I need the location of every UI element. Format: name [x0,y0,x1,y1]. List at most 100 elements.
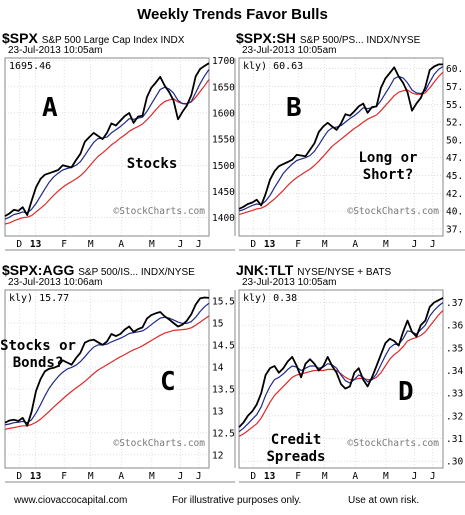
panel-ticker: JNK:TLT NYSE/NYSE + BATS [236,262,391,278]
y-tick-label: 14 [212,362,224,373]
x-tick-label: D [16,471,22,482]
x-tick-label: J [412,239,418,250]
x-tick-label: F [61,239,67,250]
watermark: ©StockCharts.com [113,206,205,217]
y-tick-label: .30 [446,457,463,468]
panel-date: 23-Jul-2013 10:05am [8,45,103,56]
y-tick-label: 1700 [212,56,235,67]
x-tick-label: A [118,471,124,482]
x-tick-label: A [352,239,358,250]
x-tick-label: M [149,471,155,482]
panel-date: 23-Jul-2013 10:05am [242,45,337,56]
panel-date: 23-Jul-2013 10:06am [8,277,103,288]
watermark: ©StockCharts.com [347,438,439,449]
annotation-text: Credit [271,432,322,448]
ticker-symbol: $SPX:AGG [2,262,75,278]
series-line-slow-ma [4,315,210,430]
main-title: Weekly Trends Favor Bulls [137,6,328,23]
x-tick-label: M [383,239,389,250]
plot-area: 1400 1450 1500 1550 1600 1650 1700 D 13 F M A M J J 169… [4,56,236,251]
panel-letter: D [398,377,414,407]
annotation-text: Stocks [127,156,178,172]
series-line-slow-ma [4,79,210,225]
panel-letter: B [286,93,302,123]
annotation-text: Bonds? [13,355,64,371]
y-tick-label: 52. [446,118,463,129]
panel-b: $SPX:SH S&P 500/PS... INDX/NYSE 23-Jul-2… [236,30,465,270]
y-tick-label: .36 [446,321,463,332]
annotation-text: Long or [358,150,417,166]
x-tick-label: J [412,471,418,482]
y-tick-label: 50. [446,135,463,146]
y-tick-label: .35 [446,343,463,354]
x-tick-label: M [149,239,155,250]
y-tick-label: 1400 [212,213,235,224]
y-tick-label: 13 [212,406,223,417]
footer-risk: Use at own risk. [348,495,420,506]
y-tick-label: 47. [446,153,463,164]
panel-letter: C [160,367,176,397]
ticker-name: S&P 500/IS... INDX/NYSE [78,267,195,278]
plot-frame [4,289,210,469]
y-tick-label: 1500 [212,161,235,172]
series-line-price [4,62,210,217]
panel-ticker: $SPX S&P 500 Large Cap Index INDX [2,30,184,46]
x-tick-label: J [178,471,184,482]
y-tick-label: 40. [446,207,463,218]
x-tick-label: 13 [264,471,276,482]
y-tick-label: 1450 [212,187,235,198]
x-tick-label: J [196,471,202,482]
x-tick-label: J [430,471,436,482]
panel-letter: A [42,93,58,123]
ticker-name: S&P 500/PS... INDX/NYSE [299,35,421,46]
footer-website: www.ciovaccocapital.com [14,495,128,506]
ticker-name: NYSE/NYSE + BATS [297,267,392,278]
x-tick-label: M [88,239,94,250]
annotation-text: Spreads [266,449,325,465]
plot-area: 37. 40. 42. 45. 47. 50. 52. 55. 57. 60. D 13 F M A M J Jk… [238,57,465,251]
footer-disclaimer: For illustrative purposes only. [172,495,302,506]
panel-a: $SPX S&P 500 Large Cap Index INDX 23-Jul… [2,30,236,270]
y-tick-label: .33 [446,389,463,400]
series-line-slow-ma [238,71,444,216]
panel-ticker: $SPX:AGG S&P 500/IS... INDX/NYSE [2,262,195,278]
annotation-text: Short? [363,167,414,183]
y-tick-label: 55. [446,100,463,111]
x-tick-label: F [295,471,301,482]
x-tick-label: A [118,239,124,250]
y-tick-label: 57. [446,82,463,93]
y-tick-label: 1550 [212,135,235,146]
x-tick-label: 13 [264,239,276,250]
x-tick-label: D [250,239,256,250]
y-tick-label: .34 [446,366,463,377]
series-line-fast-ma [4,69,210,220]
x-tick-label: M [322,471,328,482]
series-line-price [238,297,444,428]
ticker-symbol: $SPX [2,30,38,46]
y-tick-label: 1600 [212,108,235,119]
ticker-name: S&P 500 Large Cap Index INDX [41,35,185,46]
x-tick-label: F [61,471,67,482]
x-tick-label: M [322,239,328,250]
ticker-symbol: $SPX:SH [236,30,296,46]
panel-c: $SPX:AGG S&P 500/IS... INDX/NYSE 23-Jul-… [0,262,236,502]
x-tick-label: M [383,471,389,482]
y-tick-label: 15.5 [212,296,235,307]
y-tick-label: 45. [446,171,463,182]
panel-d: JNK:TLT NYSE/NYSE + BATS 23-Jul-2013 10:… [236,262,465,502]
series-line-fast-ma [4,302,210,426]
y-tick-label: 37. [446,224,463,235]
x-tick-label: F [295,239,301,250]
watermark: ©StockCharts.com [113,438,205,449]
x-tick-label: M [88,471,94,482]
plot-frame [4,57,210,237]
y-tick-label: .31 [446,434,463,445]
y-tick-label: 1650 [212,82,235,93]
x-tick-label: A [352,471,358,482]
panel-date: 23-Jul-2013 10:05am [242,277,337,288]
y-tick-label: .37 [446,298,463,309]
series-line-fast-ma [238,65,444,212]
